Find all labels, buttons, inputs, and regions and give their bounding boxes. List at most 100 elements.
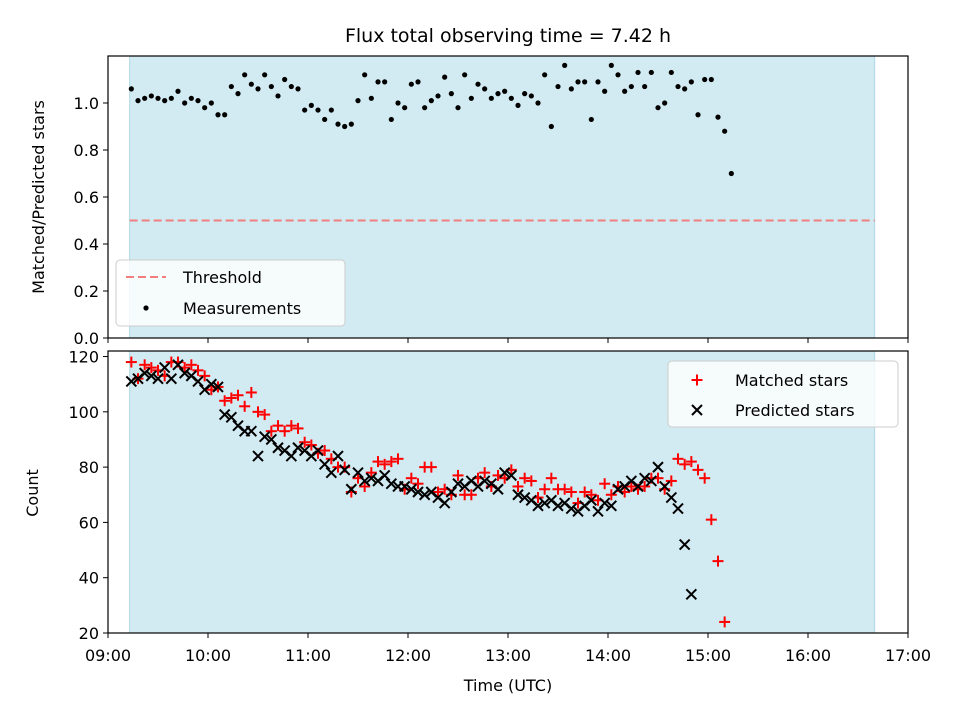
predicted-star-point [418,489,431,501]
matched-star-point [365,467,377,479]
matched-star-point [319,445,331,457]
matched-star-point [685,456,697,468]
legend-matched-swatch [691,374,703,386]
predicted-star-point [318,458,331,471]
cross-stroke [658,480,671,493]
cross-stroke [212,381,224,393]
predicted-star-point [145,370,158,382]
predicted-star-point [612,483,624,495]
predicted-star-point [605,500,618,512]
cross-stroke [425,486,438,498]
measurement-point [328,107,334,113]
matched-star-point [465,489,477,501]
measurement-point [228,83,234,90]
top-ylabel: Matched/Predicted stars [29,100,48,294]
measurement-point [308,102,314,108]
measurement-point [642,83,648,90]
matched-star-point [585,489,597,501]
measurement-point [655,105,661,111]
predicted-star-point [325,466,338,479]
matched-star-point [225,392,237,404]
predicted-star-point [218,408,231,421]
matched-star-point [125,356,137,368]
predicted-star-point [332,450,344,462]
top-ytick-label: 0.0 [74,329,99,348]
cross-stroke [172,359,184,371]
predicted-star-point [652,461,664,473]
measurement-point [662,100,668,106]
cross-stroke [652,461,664,473]
measurement-point [715,114,721,120]
bottom-legend-box [667,360,899,428]
measurement-point [608,62,614,68]
cross-stroke [218,408,231,421]
cross-stroke [385,477,398,490]
measurement-point [215,112,221,118]
measurement-point [315,107,321,113]
measurement-point [375,79,381,85]
top-plot: 0.0 0.2 0.4 0.6 0.8 1.0 Matched/Predicted sta… [29,55,909,348]
predicted-star-point [585,494,598,507]
matched-star-point [599,478,611,490]
matched-star-point [359,480,371,492]
legend-threshold-label: Threshold [182,268,262,287]
measurement-point [408,81,414,87]
predicted-star-point [492,483,504,495]
cross-stroke [465,475,478,487]
measurement-point [468,95,474,101]
predicted-star-point [632,480,644,493]
matched-star-point [305,439,317,451]
cross-stroke [532,500,544,512]
matched-star-point [625,480,637,492]
predicted-star-point [592,505,604,518]
bottom-ytick-label: 20 [79,624,99,643]
measurement-point [548,123,554,130]
measurement-point [235,91,241,97]
measurement-point [322,116,328,123]
measurement-point [262,72,268,78]
measurement-point [702,76,708,83]
measurement-point [428,98,434,104]
bottom-legend: Matched stars Predicted stars [667,360,899,428]
matched-star-point [372,456,384,468]
cross-stroke [691,404,703,416]
predicted-star-point [152,372,164,385]
predicted-star-point [138,367,151,379]
measurement-point [255,86,261,92]
cross-stroke [365,472,378,484]
measurement-point [402,105,408,111]
legend-matched-label: Matched stars [735,371,848,390]
cross-stroke [258,430,271,443]
bottom-xlabel: Time (UTC) [463,676,552,695]
measurement-point [128,86,134,92]
cross-stroke [538,497,551,509]
matched-star-point [452,469,464,481]
measurement-point [268,83,274,90]
cross-stroke [358,475,371,487]
bottom-ytick-label: 40 [79,569,99,588]
measurement-point [395,100,401,106]
measurement-point [202,105,208,111]
cross-stroke [398,480,411,493]
cross-stroke [558,497,571,509]
predicted-star-point [385,477,398,490]
measurement-point [682,86,688,92]
cross-stroke [632,480,644,493]
predicted-star-point [272,442,284,454]
measurement-point [295,86,301,92]
measurement-point [555,83,561,90]
cross-stroke [645,475,658,487]
measurement-point [448,91,454,97]
measurement-point [135,98,141,104]
top-ytick-label: 1.0 [74,94,99,113]
measurement-point [195,98,201,104]
predicted-star-point [445,486,458,498]
top-ytick-label: 0.2 [74,282,99,301]
predicted-star-point [685,588,698,601]
matched-star-point [199,370,211,382]
top-ytick-label: 0.6 [74,188,99,207]
predicted-star-point [258,430,271,443]
cross-stroke [278,444,291,457]
predicted-star-point [245,425,258,437]
predicted-star-point [212,381,224,393]
